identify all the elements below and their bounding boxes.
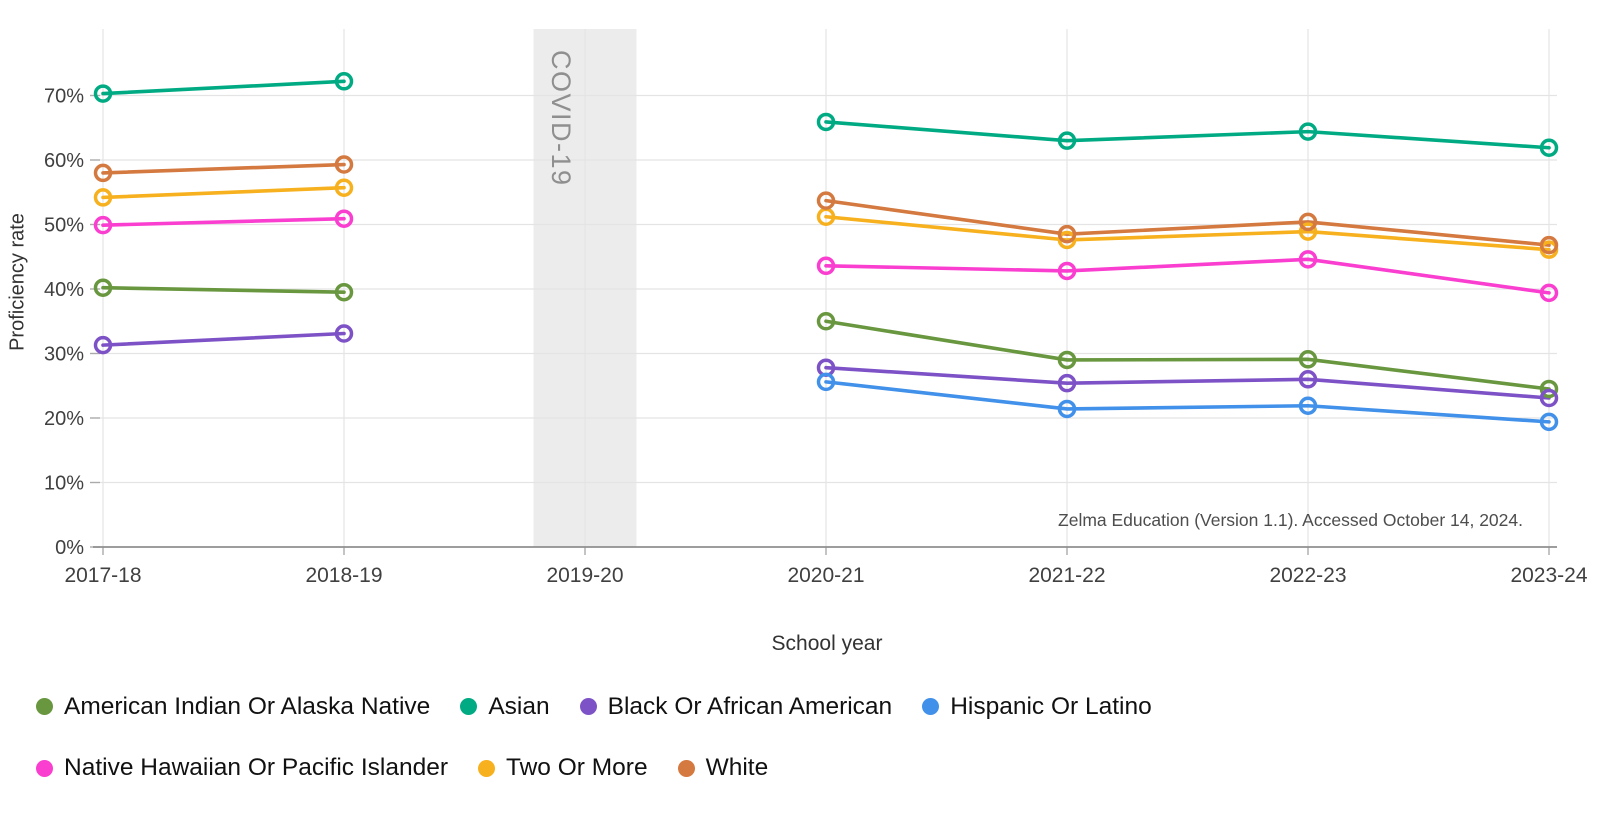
legend-label-american-indian-or-alaska-native: American Indian Or Alaska Native [64, 693, 431, 720]
series-line-two-or-more [824, 214, 1551, 252]
series-line-hispanic-or-latino [824, 380, 1551, 424]
series-line-asian [824, 120, 1551, 150]
legend-swatch-native-hawaiian-or-pacific-islander [36, 759, 53, 777]
data-point-white-2021-22[interactable] [1057, 224, 1077, 244]
legend-label-white: White [705, 754, 769, 782]
data-point-asian-2017-18[interactable] [93, 84, 113, 103]
legend-swatch-american-indian-or-alaska-native [36, 698, 53, 716]
data-point-black-or-african-american-2018-19[interactable] [334, 324, 354, 343]
y-tick-label-70%: 70% [44, 86, 84, 108]
x-tick-label-2017-18: 2017-18 [64, 564, 141, 587]
series-line-native-hawaiian-or-pacific-islander [824, 257, 1551, 295]
series-line-american-indian-or-alaska-native [824, 319, 1551, 391]
y-tick-label-30%: 30% [44, 344, 84, 366]
data-point-black-or-african-american-2022-23[interactable] [1298, 370, 1318, 389]
data-point-native-hawaiian-or-pacific-islander-2023-24[interactable] [1539, 283, 1559, 303]
data-point-native-hawaiian-or-pacific-islander-2018-19[interactable] [334, 209, 354, 228]
x-tick-label-2022-23: 2022-23 [1269, 564, 1346, 587]
legend-item-native-hawaiian-or-pacific-islander[interactable]: Native Hawaiian Or Pacific Islander [36, 753, 448, 782]
legend-label-two-or-more: Two Or More [506, 754, 648, 782]
chart-legend: American Indian Or Alaska Native Asian Bla… [36, 692, 1152, 783]
legend-swatch-asian [460, 698, 478, 716]
data-point-asian-2021-22[interactable] [1057, 131, 1077, 150]
legend-label-asian: Asian [488, 693, 550, 720]
data-point-white-2022-23[interactable] [1298, 212, 1318, 232]
legend-label-black-or-african-american: Black Or African American [607, 693, 893, 720]
x-tick-label-2021-22: 2021-22 [1028, 564, 1105, 587]
series-line-white [824, 198, 1551, 247]
data-point-hispanic-or-latino-2020-21[interactable] [816, 372, 836, 392]
data-point-native-hawaiian-or-pacific-islander-2020-21[interactable] [816, 256, 836, 276]
legend-item-asian[interactable]: Asian [460, 692, 550, 721]
legend-swatch-black-or-african-american [579, 698, 597, 716]
data-point-white-2023-24[interactable] [1539, 235, 1559, 255]
legend-item-two-or-more[interactable]: Two Or More [478, 753, 648, 782]
x-tick-label-2020-21: 2020-21 [787, 564, 864, 587]
covid-19-annotation: COVID-19 [546, 50, 576, 187]
series-line-native-hawaiian-or-pacific-islander [101, 216, 346, 227]
x-tick-label-2019-20: 2019-20 [546, 564, 623, 587]
y-tick-label-50%: 50% [44, 215, 84, 237]
legend-swatch-hispanic-or-latino [922, 698, 940, 716]
data-point-native-hawaiian-or-pacific-islander-2021-22[interactable] [1057, 261, 1077, 281]
attribution-text: Zelma Education (Version 1.1). Accessed … [1058, 510, 1523, 530]
data-point-american-indian-or-alaska-native-2020-21[interactable] [816, 312, 836, 331]
data-point-hispanic-or-latino-2022-23[interactable] [1298, 396, 1318, 415]
data-point-american-indian-or-alaska-native-2021-22[interactable] [1057, 350, 1077, 370]
data-point-two-or-more-2018-19[interactable] [334, 178, 354, 197]
data-point-native-hawaiian-or-pacific-islander-2017-18[interactable] [93, 215, 113, 235]
data-point-asian-2018-19[interactable] [334, 72, 354, 91]
legend-swatch-two-or-more [478, 759, 495, 777]
data-point-asian-2020-21[interactable] [816, 112, 836, 132]
data-point-american-indian-or-alaska-native-2023-24[interactable] [1539, 379, 1559, 399]
data-point-hispanic-or-latino-2023-24[interactable] [1539, 412, 1559, 432]
data-point-two-or-more-2022-23[interactable] [1298, 222, 1318, 241]
y-tick-label-40%: 40% [44, 279, 84, 301]
data-point-american-indian-or-alaska-native-2017-18[interactable] [93, 278, 113, 297]
legend-item-hispanic-or-latino[interactable]: Hispanic Or Latino [922, 692, 1152, 721]
series-line-black-or-african-american [101, 331, 346, 347]
data-point-two-or-more-2021-22[interactable] [1057, 230, 1077, 250]
series-line-white [101, 162, 346, 175]
data-point-white-2020-21[interactable] [816, 191, 836, 210]
data-point-black-or-african-american-2021-22[interactable] [1057, 373, 1077, 393]
legend-swatch-white [677, 759, 695, 777]
y-tick-label-60%: 60% [44, 150, 84, 172]
series-line-black-or-african-american [824, 365, 1551, 400]
legend-row-1: American Indian Or Alaska Native Asian Bla… [36, 692, 1152, 721]
y-tick-label-0%: 0% [55, 537, 84, 559]
x-tick-label-2018-19: 2018-19 [305, 564, 382, 587]
y-axis-title: Proficiency rate [6, 213, 29, 351]
x-tick-label-2023-24: 2023-24 [1510, 564, 1587, 587]
data-point-black-or-african-american-2023-24[interactable] [1539, 388, 1559, 408]
data-point-american-indian-or-alaska-native-2018-19[interactable] [334, 282, 354, 302]
legend-label-hispanic-or-latino: Hispanic Or Latino [950, 693, 1152, 720]
data-point-two-or-more-2017-18[interactable] [93, 188, 113, 207]
legend-item-white[interactable]: White [677, 753, 769, 782]
legend-item-american-indian-or-alaska-native[interactable]: American Indian Or Alaska Native [36, 692, 430, 721]
data-point-native-hawaiian-or-pacific-islander-2022-23[interactable] [1298, 250, 1318, 269]
legend-row-2: Native Hawaiian Or Pacific Islander Two O… [36, 753, 1152, 782]
legend-label-native-hawaiian-or-pacific-islander: Native Hawaiian Or Pacific Islander [64, 754, 448, 782]
legend-item-black-or-african-american[interactable]: Black Or African American [579, 692, 893, 721]
y-tick-label-10%: 10% [44, 473, 84, 495]
data-point-asian-2023-24[interactable] [1539, 138, 1559, 157]
series-line-two-or-more [101, 185, 346, 200]
y-tick-label-20%: 20% [44, 408, 84, 430]
series-line-american-indian-or-alaska-native [101, 285, 346, 295]
data-point-white-2017-18[interactable] [93, 163, 113, 183]
series-line-asian [101, 79, 346, 96]
x-axis-title: School year [771, 632, 883, 655]
data-point-black-or-african-american-2017-18[interactable] [93, 335, 113, 355]
line-chart-canvas: 0% 10% 20% 30% 40% 50% 60% 70% 2017-18 2018-19 201… [44, 29, 1588, 587]
data-point-asian-2022-23[interactable] [1298, 122, 1318, 141]
data-point-american-indian-or-alaska-native-2022-23[interactable] [1298, 350, 1318, 369]
data-point-white-2018-19[interactable] [334, 155, 354, 174]
data-point-hispanic-or-latino-2021-22[interactable] [1057, 399, 1077, 419]
